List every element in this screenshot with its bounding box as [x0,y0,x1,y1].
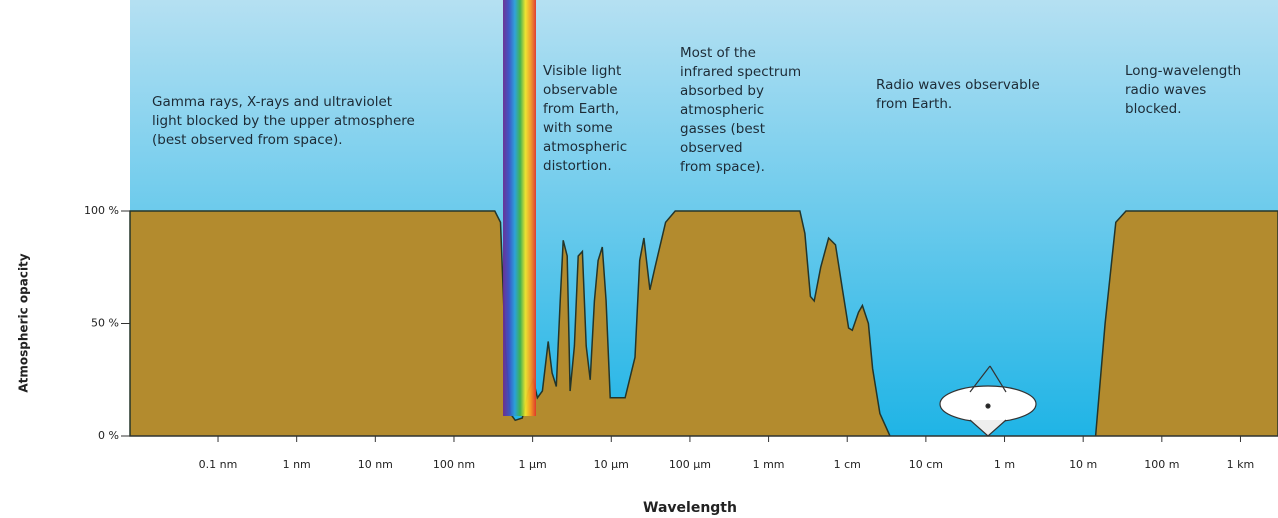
x-axis-label: Wavelength [643,500,737,516]
x-tick-label: 1 nm [283,458,311,471]
annotation: Most of the infrared spectrum absorbed b… [680,44,801,177]
x-tick-label: 1 km [1227,458,1255,471]
annotation: Gamma rays, X-rays and ultraviolet light… [152,93,415,150]
annotation: Visible light observable from Earth, wit… [543,62,627,176]
x-tick-label: 1 mm [753,458,785,471]
visible-spectrum-band [503,0,536,416]
x-tick-label: 1 µm [519,458,547,471]
x-tick-label: 10 m [1069,458,1097,471]
y-axis-label: Atmospheric opacity [17,253,31,392]
x-tick-label: 10 µm [594,458,629,471]
page: Wavelength Atmospheric opacity 0 % 50 % 10… [0,0,1278,518]
y-tick-label: 50 % [91,317,119,330]
chart: Wavelength Atmospheric opacity 0 % 50 % 10… [0,0,1278,518]
x-tick-label: 1 m [994,458,1015,471]
x-tick-label: 10 nm [358,458,393,471]
annotation: Radio waves observable from Earth. [876,76,1040,114]
y-tick-label: 0 % [98,429,119,442]
x-tick-label: 100 nm [433,458,475,471]
x-tick-label: 100 µm [669,458,711,471]
x-tick-label: 10 cm [909,458,943,471]
x-tick-label: 0.1 nm [199,458,238,471]
x-tick-label: 1 cm [834,458,861,471]
x-tick-label: 100 m [1144,458,1179,471]
annotation: Long-wavelength radio waves blocked. [1125,62,1241,119]
y-tick-label: 100 % [84,204,119,217]
